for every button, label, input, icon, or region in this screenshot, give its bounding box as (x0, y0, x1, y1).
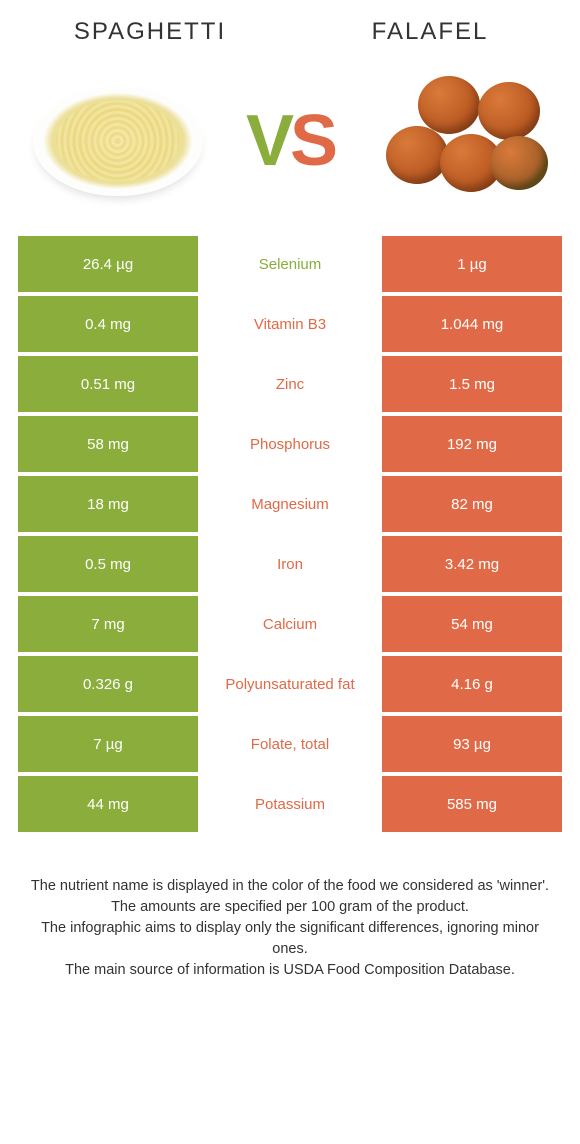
nutrient-name: Selenium (198, 236, 382, 292)
title-left: SPAGHETTI (10, 18, 290, 46)
table-row: 0.326 gPolyunsaturated fat4.16 g (18, 656, 562, 712)
table-row: 44 mgPotassium585 mg (18, 776, 562, 832)
table-row: 0.5 mgIron3.42 mg (18, 536, 562, 592)
value-right: 3.42 mg (382, 536, 562, 592)
nutrient-name: Folate, total (198, 716, 382, 772)
table-row: 7 mgCalcium54 mg (18, 596, 562, 652)
vs-label: VS (246, 105, 334, 177)
table-row: 7 µgFolate, total93 µg (18, 716, 562, 772)
nutrient-name: Iron (198, 536, 382, 592)
table-row: 18 mgMagnesium82 mg (18, 476, 562, 532)
value-left: 26.4 µg (18, 236, 198, 292)
food-image-right (375, 76, 550, 206)
value-left: 0.51 mg (18, 356, 198, 412)
nutrient-name: Calcium (198, 596, 382, 652)
value-left: 7 mg (18, 596, 198, 652)
value-left: 0.4 mg (18, 296, 198, 352)
value-left: 0.326 g (18, 656, 198, 712)
footer-line-3: The infographic aims to display only the… (28, 918, 552, 960)
nutrient-name: Phosphorus (198, 416, 382, 472)
nutrient-name: Potassium (198, 776, 382, 832)
value-left: 7 µg (18, 716, 198, 772)
value-right: 1.044 mg (382, 296, 562, 352)
value-right: 585 mg (382, 776, 562, 832)
value-right: 1 µg (382, 236, 562, 292)
comparison-table: 26.4 µgSelenium1 µg0.4 mgVitamin B31.044… (0, 236, 580, 832)
nutrient-name: Zinc (198, 356, 382, 412)
value-left: 58 mg (18, 416, 198, 472)
footer-line-2: The amounts are specified per 100 gram o… (28, 897, 552, 918)
value-right: 54 mg (382, 596, 562, 652)
nutrient-name: Polyunsaturated fat (198, 656, 382, 712)
value-left: 18 mg (18, 476, 198, 532)
title-right: FALAFEL (290, 18, 570, 46)
footer-line-4: The main source of information is USDA F… (28, 960, 552, 981)
value-right: 192 mg (382, 416, 562, 472)
value-right: 82 mg (382, 476, 562, 532)
table-row: 58 mgPhosphorus192 mg (18, 416, 562, 472)
nutrient-name: Magnesium (198, 476, 382, 532)
value-right: 4.16 g (382, 656, 562, 712)
footer-line-1: The nutrient name is displayed in the co… (28, 876, 552, 897)
vs-v: V (246, 101, 290, 181)
food-image-left (30, 76, 205, 206)
falafel-icon (378, 76, 548, 206)
vs-s: S (290, 101, 334, 181)
value-right: 1.5 mg (382, 356, 562, 412)
table-row: 26.4 µgSelenium1 µg (18, 236, 562, 292)
table-row: 0.51 mgZinc1.5 mg (18, 356, 562, 412)
value-left: 44 mg (18, 776, 198, 832)
nutrient-name: Vitamin B3 (198, 296, 382, 352)
hero-row: VS (0, 56, 580, 236)
header: SPAGHETTI FALAFEL (0, 0, 580, 56)
table-row: 0.4 mgVitamin B31.044 mg (18, 296, 562, 352)
value-right: 93 µg (382, 716, 562, 772)
spaghetti-icon (33, 86, 203, 196)
footer-notes: The nutrient name is displayed in the co… (0, 836, 580, 981)
value-left: 0.5 mg (18, 536, 198, 592)
